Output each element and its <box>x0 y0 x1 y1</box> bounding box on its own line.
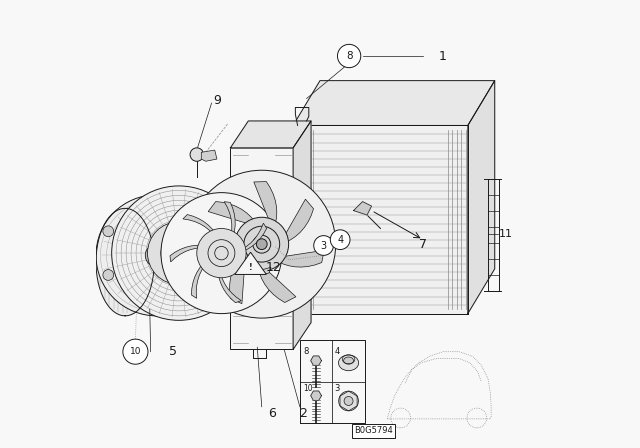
Circle shape <box>339 391 358 411</box>
Circle shape <box>257 239 267 250</box>
Circle shape <box>111 186 246 320</box>
Text: 3: 3 <box>321 241 326 250</box>
Polygon shape <box>224 202 235 241</box>
Circle shape <box>244 270 255 280</box>
Text: !: ! <box>249 263 252 272</box>
Text: 5: 5 <box>168 345 177 358</box>
Text: 4: 4 <box>335 347 340 356</box>
Polygon shape <box>293 81 495 125</box>
Circle shape <box>96 195 217 316</box>
Text: 8: 8 <box>303 347 308 356</box>
Text: 10: 10 <box>130 347 141 356</box>
Circle shape <box>161 235 197 271</box>
Circle shape <box>330 230 350 250</box>
Text: 3: 3 <box>335 384 340 393</box>
Text: 4: 4 <box>337 235 343 245</box>
Polygon shape <box>310 356 321 365</box>
Polygon shape <box>280 199 314 244</box>
Polygon shape <box>200 236 246 266</box>
Polygon shape <box>170 246 207 262</box>
Polygon shape <box>293 121 311 349</box>
Text: 9: 9 <box>213 94 221 108</box>
Polygon shape <box>258 262 296 302</box>
Polygon shape <box>310 391 321 401</box>
Circle shape <box>145 244 168 267</box>
Polygon shape <box>353 202 371 215</box>
Circle shape <box>215 246 228 260</box>
Polygon shape <box>230 252 246 304</box>
Circle shape <box>244 226 280 262</box>
Circle shape <box>253 235 271 253</box>
Polygon shape <box>191 260 208 298</box>
Text: 10: 10 <box>303 384 313 393</box>
Circle shape <box>197 228 246 278</box>
Text: 12: 12 <box>266 261 281 275</box>
Text: 2: 2 <box>300 406 307 420</box>
Text: 6: 6 <box>268 406 276 420</box>
Ellipse shape <box>344 357 353 364</box>
Circle shape <box>147 222 210 284</box>
Circle shape <box>103 270 114 280</box>
Polygon shape <box>237 223 267 253</box>
Polygon shape <box>230 121 311 148</box>
Polygon shape <box>468 81 495 314</box>
Text: 7: 7 <box>419 237 427 251</box>
Polygon shape <box>230 148 293 349</box>
Polygon shape <box>293 125 468 314</box>
Text: B0G5794: B0G5794 <box>355 426 393 435</box>
Polygon shape <box>208 202 258 227</box>
Circle shape <box>123 339 148 364</box>
Circle shape <box>161 193 282 314</box>
Circle shape <box>208 240 235 267</box>
Ellipse shape <box>339 355 358 370</box>
Polygon shape <box>254 181 277 230</box>
Circle shape <box>337 44 361 68</box>
Circle shape <box>235 217 289 271</box>
Text: 1: 1 <box>439 49 447 63</box>
Circle shape <box>344 396 353 405</box>
Circle shape <box>190 148 204 161</box>
Circle shape <box>244 226 255 237</box>
Circle shape <box>170 244 188 262</box>
Polygon shape <box>235 252 266 275</box>
Polygon shape <box>183 215 218 238</box>
Circle shape <box>103 226 114 237</box>
Polygon shape <box>96 208 154 316</box>
Polygon shape <box>218 268 241 303</box>
Text: 8: 8 <box>346 51 353 61</box>
Polygon shape <box>273 250 324 267</box>
Circle shape <box>188 170 336 318</box>
Text: 11: 11 <box>499 229 513 239</box>
Polygon shape <box>231 264 271 274</box>
Polygon shape <box>202 150 217 161</box>
Circle shape <box>314 236 333 255</box>
